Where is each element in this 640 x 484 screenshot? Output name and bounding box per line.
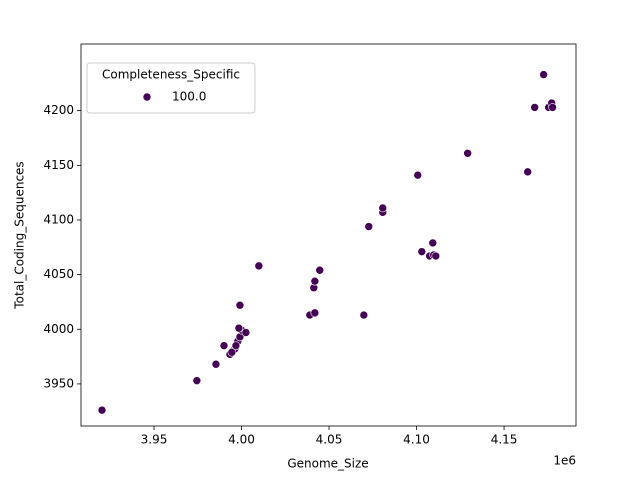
point bbox=[97, 405, 107, 415]
x-axis-label: Genome_Size bbox=[287, 457, 368, 471]
point bbox=[539, 70, 548, 79]
point bbox=[463, 148, 472, 158]
point bbox=[364, 222, 374, 231]
legend-label: 100.0 bbox=[172, 90, 206, 104]
point bbox=[235, 300, 245, 310]
point bbox=[219, 341, 229, 350]
point bbox=[523, 167, 532, 177]
point bbox=[231, 341, 241, 350]
x-offset-label: 1e6 bbox=[553, 454, 576, 468]
y-tick-label: 4050 bbox=[43, 267, 74, 281]
point bbox=[417, 247, 427, 256]
y-axis-label: Total_Coding_Sequences bbox=[13, 161, 27, 309]
point bbox=[211, 359, 221, 369]
point bbox=[310, 308, 320, 318]
y-tick-label: 4100 bbox=[43, 212, 74, 226]
x-tick-label: 4.00 bbox=[228, 433, 255, 447]
y-tick-label: 4000 bbox=[43, 322, 74, 336]
point bbox=[192, 376, 202, 385]
y-tick-label: 4200 bbox=[43, 103, 74, 117]
legend-title: Completeness_Specific bbox=[102, 68, 240, 82]
point bbox=[428, 238, 438, 248]
point bbox=[315, 265, 325, 275]
point bbox=[234, 323, 244, 333]
legend-box bbox=[86, 62, 256, 114]
x-tick-label: 4.15 bbox=[491, 433, 518, 447]
x-tick-label: 3.95 bbox=[141, 433, 168, 447]
point bbox=[241, 328, 251, 337]
x-tick-label: 4.10 bbox=[403, 433, 430, 447]
y-tick-label: 4150 bbox=[43, 158, 74, 172]
point bbox=[254, 261, 264, 271]
plot-frame bbox=[80, 43, 577, 427]
y-tick-label: 3950 bbox=[43, 376, 74, 390]
point bbox=[359, 310, 369, 320]
point bbox=[530, 103, 539, 112]
point bbox=[310, 276, 320, 286]
point bbox=[378, 203, 388, 213]
point bbox=[227, 347, 237, 357]
point bbox=[548, 103, 557, 112]
legend-marker bbox=[142, 92, 152, 102]
point bbox=[413, 170, 423, 180]
point bbox=[431, 251, 441, 261]
x-tick-label: 4.05 bbox=[316, 433, 343, 447]
